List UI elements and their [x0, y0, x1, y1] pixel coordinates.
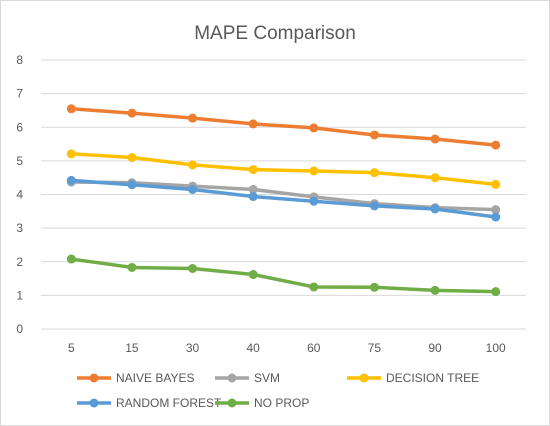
data-point: [491, 212, 501, 222]
x-tick-label: 15: [125, 341, 139, 355]
data-point: [369, 168, 379, 178]
series-lines: [66, 104, 501, 297]
legend-label: NO PROP: [254, 396, 309, 410]
y-tick-label: 7: [16, 87, 23, 101]
data-point: [430, 285, 440, 295]
data-point: [430, 173, 440, 183]
y-tick-label: 5: [16, 154, 23, 168]
data-point: [66, 149, 76, 159]
data-point: [188, 160, 198, 170]
data-point: [309, 282, 319, 292]
x-tick-label: 90: [428, 341, 442, 355]
series-line: [69, 257, 498, 294]
data-point: [127, 262, 137, 272]
chart-title: MAPE Comparison: [194, 23, 356, 44]
data-point: [127, 180, 137, 190]
data-point: [188, 113, 198, 123]
data-point: [188, 184, 198, 194]
series-naive-bayes: [66, 104, 501, 150]
y-tick-label: 1: [16, 288, 23, 302]
series-no-prop: [66, 254, 501, 297]
legend-swatch-marker: [89, 398, 99, 408]
data-point: [369, 130, 379, 140]
legend-item: DECISION TREE: [347, 371, 479, 385]
data-point: [66, 254, 76, 264]
data-point: [491, 287, 501, 297]
x-axis-ticks: 5 15 30 40 60 75 90 100: [68, 341, 506, 355]
x-tick-label: 40: [247, 341, 261, 355]
legend-item: RANDOM FOREST: [77, 396, 222, 410]
x-tick-label: 100: [486, 341, 506, 355]
x-tick-label: 5: [68, 341, 75, 355]
data-point: [430, 134, 440, 144]
data-point: [309, 123, 319, 133]
data-point: [248, 184, 258, 194]
legend-label: RANDOM FOREST: [116, 396, 222, 410]
data-point: [66, 175, 76, 185]
y-tick-label: 4: [16, 188, 23, 202]
legend-label: SVM: [254, 371, 280, 385]
y-tick-label: 8: [16, 53, 23, 67]
y-tick-label: 3: [16, 221, 23, 235]
legend-item: NAIVE BAYES: [77, 371, 194, 385]
data-point: [127, 108, 137, 118]
legend-swatch-marker: [89, 373, 99, 383]
data-point: [248, 165, 258, 175]
series-decision-tree: [66, 149, 501, 189]
x-tick-label: 75: [368, 341, 382, 355]
y-tick-label: 0: [16, 322, 23, 336]
data-point: [491, 140, 501, 150]
y-tick-label: 2: [16, 255, 23, 269]
series-line: [69, 178, 498, 219]
y-tick-label: 6: [16, 120, 23, 134]
legend: NAIVE BAYES SVM DECISION TREE RANDOM FOREST…: [77, 371, 479, 410]
data-point: [248, 119, 258, 129]
series-line: [69, 107, 498, 147]
data-point: [491, 205, 501, 215]
legend-label: DECISION TREE: [386, 371, 479, 385]
data-point: [127, 153, 137, 163]
x-tick-label: 30: [186, 341, 200, 355]
data-point: [248, 192, 258, 202]
legend-item: SVM: [215, 371, 280, 385]
data-point: [369, 282, 379, 292]
data-point: [66, 104, 76, 114]
legend-swatch-marker: [227, 398, 237, 408]
data-point: [491, 179, 501, 189]
data-point: [248, 270, 258, 280]
data-point: [369, 201, 379, 211]
data-point: [309, 196, 319, 206]
legend-item: NO PROP: [215, 396, 309, 410]
legend-swatch-marker: [359, 373, 369, 383]
series-random-forest: [66, 175, 501, 222]
series-line: [69, 152, 498, 187]
x-tick-label: 60: [307, 341, 321, 355]
data-point: [309, 166, 319, 176]
data-point: [430, 204, 440, 214]
legend-label: NAIVE BAYES: [116, 371, 194, 385]
legend-swatch-marker: [227, 373, 237, 383]
y-axis-ticks: 0 1 2 3 4 5 6 7 8: [16, 53, 23, 336]
data-point: [188, 263, 198, 273]
